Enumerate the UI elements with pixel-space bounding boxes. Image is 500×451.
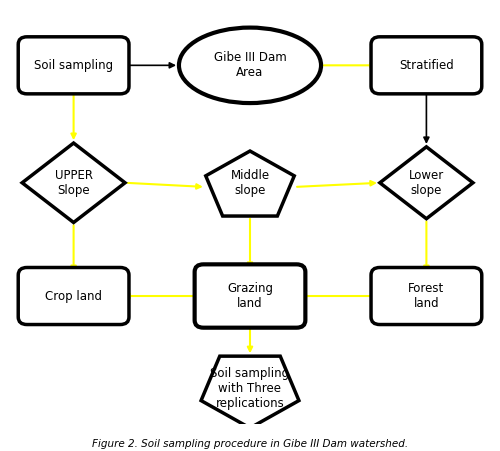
Text: UPPER
Slope: UPPER Slope	[54, 169, 92, 197]
Polygon shape	[22, 143, 125, 222]
FancyBboxPatch shape	[371, 267, 482, 325]
Ellipse shape	[179, 28, 321, 103]
Text: Forest
land: Forest land	[408, 282, 444, 310]
Text: Crop land: Crop land	[45, 290, 102, 303]
Text: Grazing
land: Grazing land	[227, 282, 273, 310]
Text: Figure 2. Soil sampling procedure in Gibe III Dam watershed.: Figure 2. Soil sampling procedure in Gib…	[92, 439, 408, 449]
FancyBboxPatch shape	[194, 264, 306, 328]
Polygon shape	[380, 147, 473, 219]
FancyBboxPatch shape	[18, 267, 129, 325]
Polygon shape	[206, 151, 294, 216]
FancyBboxPatch shape	[371, 37, 482, 94]
Text: Lower
slope: Lower slope	[409, 169, 444, 197]
Text: Gibe III Dam
Area: Gibe III Dam Area	[214, 51, 286, 79]
FancyBboxPatch shape	[18, 37, 129, 94]
Text: Stratified: Stratified	[399, 59, 454, 72]
Text: Soil sampling
with Three
replications: Soil sampling with Three replications	[210, 367, 290, 410]
Text: Soil sampling: Soil sampling	[34, 59, 113, 72]
Polygon shape	[201, 356, 299, 428]
Text: Middle
slope: Middle slope	[230, 169, 270, 197]
